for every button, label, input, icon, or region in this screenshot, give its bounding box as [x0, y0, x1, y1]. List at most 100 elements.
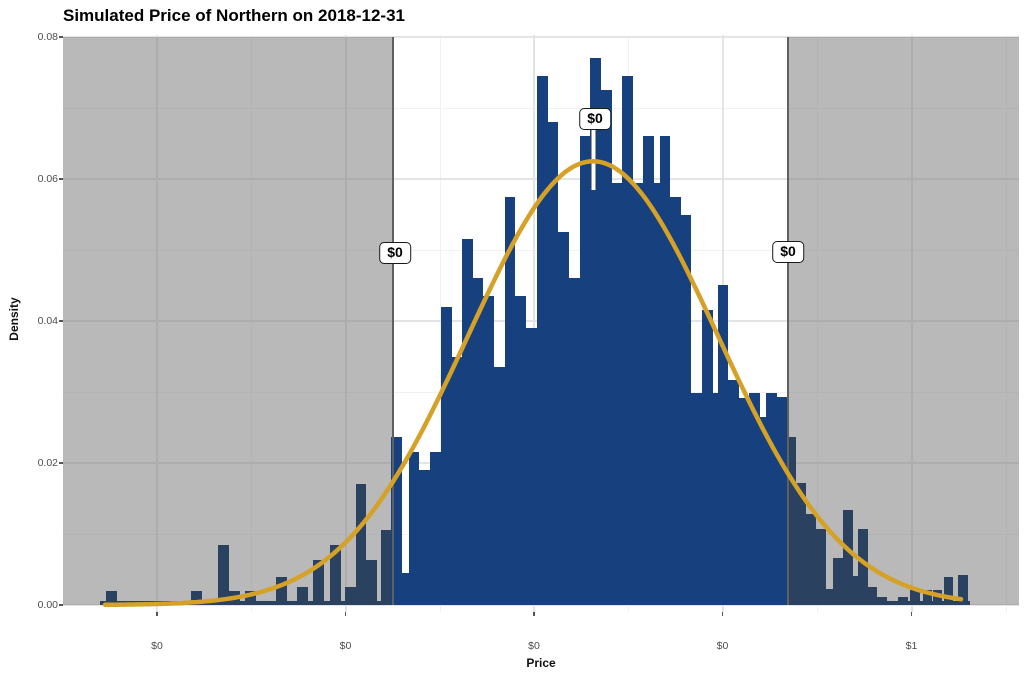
histogram-bar: [515, 296, 526, 605]
histogram-bar: [933, 590, 942, 605]
y-tick-mark: [59, 604, 63, 606]
histogram-bar: [713, 393, 718, 605]
histogram-bar: [473, 278, 483, 605]
histogram-bar: [796, 482, 806, 605]
histogram-bar: [806, 514, 816, 605]
x-tick-mark: [344, 612, 347, 616]
histogram-bar: [853, 575, 858, 605]
histogram-bar: [558, 232, 569, 605]
histogram-bar: [739, 398, 749, 605]
histogram-bar: [766, 393, 777, 605]
histogram-bar: [452, 356, 462, 605]
density-curve-layer: [102, 159, 964, 608]
histogram-bar: [409, 452, 419, 605]
histogram-bar: [313, 560, 324, 605]
histogram-bar: [218, 544, 229, 605]
histogram-bar: [660, 136, 670, 605]
grid-major-h: [63, 36, 1019, 38]
histogram-bar: [245, 590, 256, 605]
y-tick-label: 0.00: [37, 599, 58, 611]
histogram-bar: [391, 437, 402, 605]
histogram-bar: [760, 416, 766, 605]
histogram-bar: [868, 587, 877, 605]
x-tick-label: $0: [151, 640, 163, 652]
histogram-bar: [356, 484, 366, 605]
grid-major-h: [63, 604, 1019, 606]
y-tick-label: 0.02: [37, 457, 58, 469]
grid-major-v: [533, 35, 535, 612]
histogram-bar: [419, 470, 430, 605]
histogram-bar: [944, 576, 953, 605]
histogram-bar: [330, 544, 341, 605]
histogram-bar: [923, 590, 932, 605]
histogram-bar: [826, 589, 833, 605]
histogram-bar: [612, 182, 622, 605]
upper-bound-label: $0: [772, 241, 804, 263]
histogram-bar: [670, 196, 681, 605]
histogram-bar: [777, 396, 788, 605]
histogram-bar: [494, 367, 505, 605]
histogram-bar: [691, 393, 702, 605]
histogram-bar: [958, 575, 968, 605]
histogram-bar: [366, 560, 377, 605]
plot-panel: $0 $0 $0: [63, 35, 1019, 612]
x-tick-mark: [721, 612, 724, 616]
histogram-bar: [601, 90, 612, 605]
histogram-bar: [100, 600, 393, 605]
mean-label: $0: [579, 108, 611, 130]
histogram-bar: [749, 393, 760, 605]
lower-bound-label: $0: [379, 242, 411, 264]
histogram-bar: [633, 182, 643, 605]
x-axis-title: Price: [526, 656, 556, 670]
shaded-region: [788, 37, 1019, 605]
y-tick-mark: [59, 178, 63, 180]
histogram-bar: [381, 530, 391, 605]
histogram-bar: [816, 529, 826, 605]
x-tick-label: $1: [905, 640, 918, 652]
y-tick-label: 0.04: [37, 315, 58, 327]
histogram-bar: [910, 590, 920, 605]
x-tick-mark: [910, 612, 913, 616]
histogram-bar: [548, 122, 558, 605]
x-tick-label: $0: [716, 640, 729, 652]
y-tick-label: 0.06: [37, 173, 58, 185]
histogram-bar: [580, 136, 590, 605]
histogram-bar: [505, 196, 515, 605]
histogram-bar: [728, 379, 739, 605]
histogram-bar: [833, 558, 843, 605]
boundary-vline: [787, 37, 789, 605]
histogram-bar: [718, 284, 728, 605]
x-tick-mark: [533, 612, 535, 616]
histogram-bar: [858, 529, 868, 605]
boundary-vline: [392, 37, 394, 605]
histogram-bar: [643, 136, 654, 605]
histogram-bar: [654, 182, 660, 605]
histogram-bar: [483, 296, 494, 605]
histogram-bar: [297, 587, 308, 605]
density-curve: [102, 159, 964, 608]
histogram-bar: [681, 214, 691, 605]
histogram-bar: [276, 576, 287, 605]
histogram-bar: [191, 590, 202, 605]
histogram-bar: [622, 76, 633, 605]
histogram-bar: [702, 310, 713, 605]
histogram-bar: [462, 239, 473, 605]
y-tick-mark: [59, 36, 63, 38]
histogram-bar: [441, 306, 452, 605]
x-tick-mark: [156, 612, 158, 616]
y-tick-mark: [59, 462, 63, 464]
histogram-bar: [788, 437, 796, 605]
histogram-bar: [590, 58, 601, 605]
histogram-bar: [430, 452, 441, 605]
histogram-bar: [345, 587, 356, 605]
histogram-bar: [106, 590, 117, 605]
histogram-bar: [537, 76, 548, 605]
histogram-bar: [526, 328, 537, 605]
x-tick-label: $0: [528, 640, 540, 652]
histogram-bar: [789, 600, 970, 605]
histogram-bar: [843, 509, 853, 605]
shaded-region: [63, 37, 393, 605]
y-tick-mark: [59, 320, 63, 322]
x-tick-label: $0: [339, 640, 352, 652]
